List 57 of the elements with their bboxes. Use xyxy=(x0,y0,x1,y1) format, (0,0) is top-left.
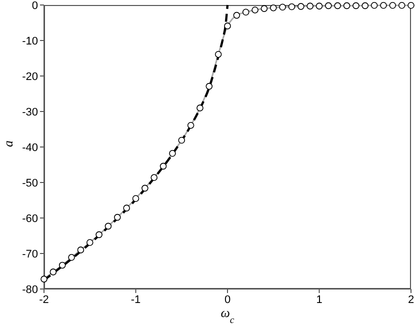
point xyxy=(160,162,167,170)
y-tick-label: -10 xyxy=(22,35,38,48)
point xyxy=(288,3,296,10)
point xyxy=(252,6,258,14)
point xyxy=(169,150,176,157)
point xyxy=(50,268,57,276)
point xyxy=(306,2,314,10)
y-tick-label: -20 xyxy=(22,70,38,83)
point xyxy=(40,276,48,282)
y-tick-label: 0 xyxy=(32,0,38,12)
point xyxy=(298,3,304,10)
point xyxy=(206,82,213,90)
x-tick-label: 2 xyxy=(408,294,414,306)
point xyxy=(142,184,148,192)
y-tick-label: -40 xyxy=(22,142,38,154)
point xyxy=(362,2,369,10)
point xyxy=(325,2,332,10)
point xyxy=(196,104,204,112)
point xyxy=(58,262,66,269)
point xyxy=(187,122,194,129)
point xyxy=(68,254,75,261)
point xyxy=(132,195,140,202)
point xyxy=(178,136,186,144)
point xyxy=(150,174,158,181)
x-tick-label: 1 xyxy=(316,294,322,306)
point xyxy=(389,2,396,9)
x-axis-title: ω$_{c}$ xyxy=(220,305,235,326)
point xyxy=(370,2,378,9)
x-tick-label: -2 xyxy=(39,294,49,306)
point xyxy=(77,246,84,254)
point xyxy=(233,12,240,19)
point xyxy=(408,2,414,9)
y-tick-label: -60 xyxy=(22,212,38,225)
point xyxy=(279,4,286,11)
y-axis-title: a xyxy=(0,140,16,147)
point xyxy=(96,231,102,238)
y-tick-label: -70 xyxy=(22,248,38,260)
point xyxy=(242,8,250,16)
point xyxy=(334,2,341,10)
x-tick-label: 0 xyxy=(224,294,231,306)
point xyxy=(104,222,112,230)
point xyxy=(260,5,268,12)
point xyxy=(343,2,350,10)
point xyxy=(214,50,222,58)
point xyxy=(398,2,406,9)
point xyxy=(316,2,323,10)
point xyxy=(114,214,121,221)
y-tick-label: -30 xyxy=(22,106,38,118)
point xyxy=(86,239,94,246)
y-tick-label: -50 xyxy=(22,177,38,190)
point xyxy=(380,2,387,9)
x-tick-label: -1 xyxy=(130,294,141,306)
point xyxy=(352,2,360,10)
point xyxy=(270,4,277,12)
point xyxy=(123,204,130,212)
y-tick-label: -80 xyxy=(22,284,38,296)
point xyxy=(224,22,231,30)
